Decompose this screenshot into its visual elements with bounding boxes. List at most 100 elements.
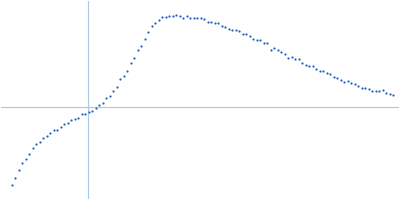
Point xyxy=(43,134,50,137)
Point xyxy=(40,136,46,139)
Point xyxy=(376,90,382,93)
Point xyxy=(113,85,120,89)
Point xyxy=(57,126,64,129)
Point xyxy=(225,27,232,31)
Point xyxy=(208,21,214,24)
Point xyxy=(190,17,197,20)
Point xyxy=(19,161,25,165)
Point xyxy=(355,84,361,87)
Point xyxy=(246,35,253,38)
Point xyxy=(169,15,176,18)
Point xyxy=(253,38,260,41)
Point xyxy=(372,89,379,92)
Point xyxy=(390,93,396,97)
Point xyxy=(103,97,109,100)
Point xyxy=(313,67,319,70)
Point xyxy=(145,31,151,34)
Point xyxy=(201,17,207,21)
Point xyxy=(327,72,333,76)
Point xyxy=(78,112,85,115)
Point xyxy=(236,29,242,32)
Point xyxy=(127,61,134,64)
Point xyxy=(82,112,88,115)
Point xyxy=(250,37,256,41)
Point xyxy=(292,57,298,60)
Point xyxy=(243,32,249,36)
Point xyxy=(309,65,316,68)
Point xyxy=(75,117,81,120)
Point xyxy=(369,89,375,92)
Point xyxy=(187,16,193,19)
Point xyxy=(26,153,32,156)
Point xyxy=(173,13,179,16)
Point xyxy=(334,77,340,80)
Point xyxy=(379,89,386,92)
Point xyxy=(131,57,137,60)
Point xyxy=(299,61,305,64)
Point xyxy=(229,29,235,32)
Point xyxy=(351,83,358,86)
Point xyxy=(180,17,186,20)
Point xyxy=(285,56,291,59)
Point xyxy=(47,131,53,135)
Point xyxy=(155,18,162,21)
Point xyxy=(281,52,288,55)
Point xyxy=(320,70,326,73)
Point xyxy=(323,72,330,75)
Point xyxy=(348,81,354,84)
Point xyxy=(71,118,78,121)
Point xyxy=(288,56,295,59)
Point xyxy=(197,16,204,20)
Point xyxy=(134,49,141,52)
Point xyxy=(267,48,274,51)
Point xyxy=(204,20,211,23)
Point xyxy=(362,86,368,90)
Point xyxy=(344,80,351,83)
Point xyxy=(106,94,113,97)
Point xyxy=(386,92,393,96)
Point xyxy=(8,183,15,186)
Point xyxy=(89,110,95,113)
Point xyxy=(295,57,302,61)
Point xyxy=(278,51,284,54)
Point xyxy=(176,14,183,17)
Point xyxy=(341,80,347,84)
Point xyxy=(15,168,22,172)
Point xyxy=(138,45,144,48)
Point xyxy=(159,16,165,19)
Point xyxy=(124,69,130,72)
Point xyxy=(29,146,36,149)
Point xyxy=(162,16,169,19)
Point xyxy=(117,78,123,81)
Point xyxy=(330,76,337,79)
Point xyxy=(306,65,312,68)
Point xyxy=(36,140,43,144)
Point xyxy=(383,92,389,95)
Point xyxy=(64,121,71,124)
Point xyxy=(92,106,99,110)
Point xyxy=(33,143,39,146)
Point xyxy=(264,42,270,45)
Point xyxy=(271,46,277,49)
Point xyxy=(222,25,228,28)
Point xyxy=(50,128,57,131)
Point xyxy=(54,128,60,131)
Point xyxy=(96,103,102,106)
Point xyxy=(239,32,246,35)
Point xyxy=(365,87,372,91)
Point xyxy=(302,63,309,66)
Point xyxy=(148,25,155,28)
Point xyxy=(211,21,218,24)
Point xyxy=(274,49,281,52)
Point xyxy=(166,15,172,18)
Point xyxy=(12,176,18,179)
Point xyxy=(61,123,67,126)
Point xyxy=(120,74,127,77)
Point xyxy=(358,86,365,90)
Point xyxy=(257,38,263,42)
Point xyxy=(183,15,190,18)
Point xyxy=(85,110,92,113)
Point xyxy=(99,102,106,105)
Point xyxy=(152,21,158,24)
Point xyxy=(194,16,200,19)
